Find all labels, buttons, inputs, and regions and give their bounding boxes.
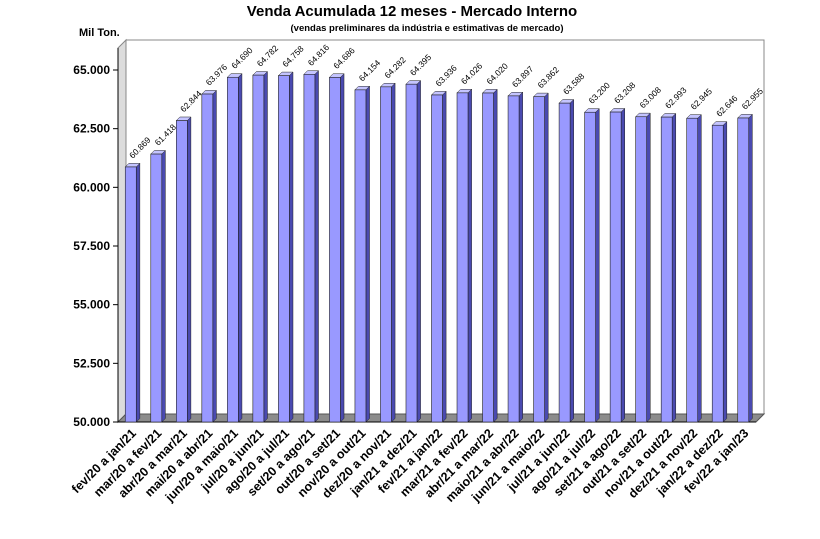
bar (507, 91, 524, 423)
bar-side (289, 71, 294, 423)
chart-title: Venda Acumulada 12 meses - Mercado Inter… (247, 3, 577, 20)
y-tick-label: 52.500 (73, 356, 110, 370)
bar-front (482, 92, 494, 423)
bar-side (416, 79, 421, 423)
bar-front (329, 77, 341, 423)
bar-side (212, 89, 217, 423)
bar-front (303, 74, 316, 423)
bar (226, 73, 243, 423)
bar-side (671, 112, 677, 423)
bar (405, 79, 422, 423)
y-axis-unit-label: Mil Ton. (79, 27, 120, 39)
bar (584, 108, 600, 423)
bar-front (660, 116, 673, 423)
bar-side (263, 70, 268, 423)
y-tick-label: 50.000 (73, 415, 110, 429)
bar-front (431, 94, 443, 423)
bar-side (595, 108, 600, 423)
bar-front (201, 93, 214, 423)
bar-front (278, 75, 290, 423)
bar-front (252, 74, 265, 423)
bar-front (227, 76, 239, 423)
bar-side (518, 91, 523, 423)
bar-side (620, 107, 625, 423)
bar (430, 90, 447, 423)
bar (303, 70, 320, 423)
bars (124, 70, 753, 423)
bar-front (609, 111, 622, 423)
bar-front (635, 116, 647, 423)
bar-side (467, 88, 472, 423)
bar (660, 112, 677, 423)
bar-side (544, 92, 549, 423)
bar (635, 112, 651, 423)
bar-side (442, 90, 447, 423)
y-tick-label: 55.000 (73, 298, 110, 312)
bar-front (533, 96, 545, 423)
bar (737, 113, 753, 423)
bar-front (150, 153, 163, 423)
bar-side (569, 98, 574, 423)
y-tick-label: 65.000 (73, 63, 110, 77)
bar-front (354, 89, 367, 423)
bar-side (722, 121, 728, 423)
bar (711, 121, 728, 423)
bar (558, 98, 575, 423)
bar-front (124, 166, 137, 423)
bar (379, 82, 396, 423)
bar-side (697, 114, 702, 423)
bar-side (748, 113, 753, 423)
bar (201, 89, 218, 423)
bar-side (314, 70, 319, 423)
y-tick-label: 57.500 (73, 239, 110, 253)
bar-side (493, 88, 498, 423)
y-tick-label: 60.000 (73, 180, 110, 194)
bar-front (176, 120, 188, 423)
bar (277, 71, 294, 423)
bar (609, 107, 626, 423)
y-axis: 50.000 52.500 55.000 57.500 60.000 62.500 65.0… (73, 63, 118, 429)
chart-subtitle: (vendas preliminares da indústria e esti… (291, 23, 564, 34)
bar (328, 73, 345, 423)
bar-side (340, 73, 345, 423)
bar-front (737, 117, 750, 423)
bar-side (365, 85, 370, 423)
bar-side (238, 73, 243, 423)
bar-side (161, 149, 166, 423)
bar (124, 162, 141, 423)
bar-front (711, 124, 724, 423)
bar (686, 114, 702, 423)
bar-front (507, 95, 520, 423)
bar (150, 149, 166, 423)
bar-side (136, 162, 141, 423)
bar-front (405, 83, 418, 423)
bar (481, 88, 498, 423)
bar-side (646, 112, 651, 423)
bar-side (187, 116, 192, 423)
bar (175, 116, 192, 423)
bar-side (391, 82, 396, 423)
bar (354, 85, 371, 423)
y-tick-label: 62.500 (73, 122, 110, 136)
bar-front (456, 92, 469, 423)
bar-front (558, 102, 571, 423)
side-wall (117, 38, 127, 424)
bar (252, 70, 269, 423)
bar (532, 92, 549, 423)
bar-front (380, 86, 392, 423)
bar-front (686, 117, 699, 423)
bar-front (584, 111, 596, 423)
bar (456, 88, 473, 423)
